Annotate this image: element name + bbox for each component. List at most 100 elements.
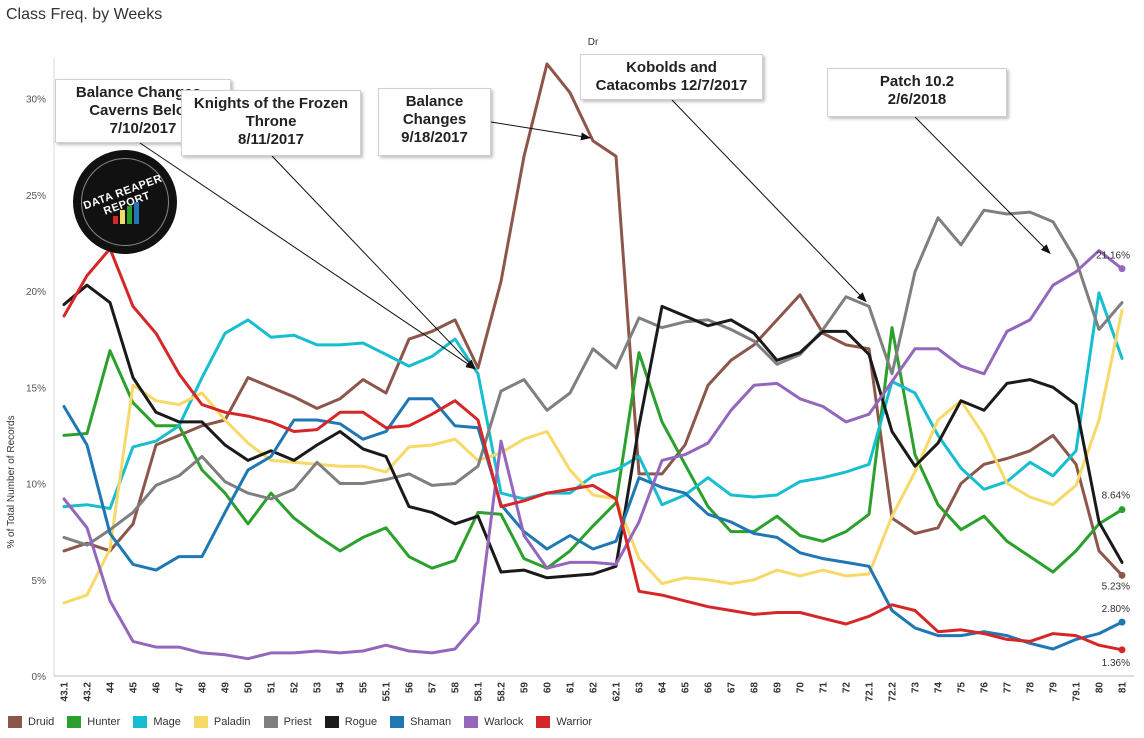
legend-swatch — [324, 716, 339, 728]
x-tick-label: 56 — [405, 682, 416, 694]
end-label-hunter: 8.64% — [1102, 491, 1130, 502]
end-label-druid: 5.23% — [1102, 581, 1130, 592]
legend-label: Mage — [153, 716, 181, 728]
x-tick-label: 57 — [428, 682, 439, 694]
x-tick-label: 79 — [1049, 682, 1060, 694]
x-tick-label: 54 — [336, 682, 347, 694]
x-tick-label: 50 — [244, 682, 255, 694]
data-reaper-logo: DATA REAPER REPORT — [73, 150, 177, 254]
legend-item-priest[interactable]: Priest — [263, 716, 312, 728]
chart-title: Class Freq. by Weeks — [6, 6, 163, 23]
series-line-warlock — [62, 249, 1124, 661]
legend-item-hunter[interactable]: Hunter — [67, 716, 120, 728]
x-tick-label: 65 — [681, 682, 692, 694]
legend-label: Druid — [28, 716, 55, 728]
end-labels: 21.16% 8.64% 5.23% 2.80% 1.36% — [1096, 251, 1130, 669]
x-tick-label: 62 — [589, 682, 600, 694]
annotation-patch-10-2: Patch 10.2 2/6/2018 — [827, 68, 1007, 117]
y-tick-label: 25% — [26, 191, 46, 202]
legend-swatch — [67, 716, 82, 728]
x-tick-label: 58 — [451, 682, 462, 694]
logo-bar-icon — [113, 202, 139, 224]
legend-label: Shaman — [410, 716, 452, 728]
y-tick-label: 20% — [26, 287, 46, 298]
series-line-warrior — [62, 247, 1124, 652]
annotation-arrow — [490, 121, 591, 141]
legend-item-druid[interactable]: Druid — [8, 716, 54, 728]
legend-item-paladin[interactable]: Paladin — [193, 716, 251, 728]
end-marker-druid — [1118, 571, 1126, 579]
x-tick-label: 46 — [152, 682, 163, 694]
x-tick-label: 48 — [198, 682, 209, 694]
annotation-arrows — [139, 99, 1051, 370]
legend-label: Rogue — [344, 716, 378, 728]
x-tick-label: 43.1 — [60, 682, 71, 702]
legend-label: Warlock — [484, 716, 524, 728]
series-layer — [62, 62, 1124, 661]
x-tick-label: 80 — [1095, 682, 1106, 694]
x-tick-label: 68 — [750, 682, 761, 694]
legend: Druid Hunter Mage Paladin Priest Rogue Shaman W… — [8, 712, 605, 732]
legend-item-warrior[interactable]: Warrior — [536, 716, 592, 728]
x-tick-label: 43.2 — [83, 682, 94, 702]
end-marker-warlock — [1118, 265, 1126, 273]
end-label-warlock: 21.16% — [1096, 251, 1130, 262]
x-tick-label: 81 — [1118, 682, 1129, 694]
x-tick-label: 73 — [911, 682, 922, 694]
series-line-hunter — [62, 326, 1124, 574]
series-line-paladin — [62, 308, 1124, 605]
y-tick-label: 30% — [26, 95, 46, 106]
line-chart: Dr % of Total Number of Records 0% 5% 10% 1… — [6, 37, 1134, 702]
x-tick-label: 69 — [773, 682, 784, 694]
legend-item-rogue[interactable]: Rogue — [324, 716, 378, 728]
y-ticks: 0% 5% 10% 15% 20% 25% 30% — [26, 95, 46, 684]
legend-swatch — [263, 716, 278, 728]
legend-swatch — [390, 716, 405, 728]
x-tick-label: 49 — [221, 682, 232, 694]
legend-label: Priest — [283, 716, 312, 728]
x-tick-label: 64 — [658, 682, 669, 694]
column-header: Dr — [588, 37, 599, 48]
legend-item-warlock[interactable]: Warlock — [464, 716, 523, 728]
x-tick-label: 78 — [1026, 682, 1037, 694]
end-label-warrior: 1.36% — [1102, 658, 1130, 669]
annotation-arrow — [271, 155, 476, 370]
x-tick-label: 53 — [313, 682, 324, 694]
x-tick-label: 51 — [267, 682, 278, 694]
legend-swatch — [193, 716, 208, 728]
x-tick-label: 44 — [106, 682, 117, 694]
end-marker-hunter — [1118, 506, 1126, 514]
x-tick-label: 74 — [934, 682, 945, 694]
series-line-mage — [62, 291, 1124, 510]
annotation-kobolds-catacombs: Kobolds and Catacombs 12/7/2017 — [580, 54, 763, 100]
annotation-knights-frozen-throne: Knights of the Frozen Throne 8/11/2017 — [181, 90, 361, 156]
x-tick-label: 52 — [290, 682, 301, 694]
x-tick-label: 55.1 — [382, 682, 393, 702]
legend-item-mage[interactable]: Mage — [133, 716, 181, 728]
legend-item-shaman[interactable]: Shaman — [390, 716, 451, 728]
x-tick-label: 59 — [520, 682, 531, 694]
end-marker-warrior — [1118, 646, 1126, 654]
x-tick-label: 61 — [566, 682, 577, 694]
x-tick-label: 72.1 — [865, 682, 876, 702]
legend-label: Hunter — [87, 716, 121, 728]
y-tick-label: 0% — [32, 672, 47, 683]
x-tick-label: 45 — [129, 682, 140, 694]
annotation-balance-changes-sept: Balance Changes 9/18/2017 — [378, 88, 491, 156]
legend-swatch — [464, 716, 479, 728]
x-tick-label: 72 — [842, 682, 853, 694]
y-tick-label: 5% — [32, 576, 47, 587]
legend-label: Warrior — [556, 716, 593, 728]
y-axis-label: % of Total Number of Records — [6, 415, 17, 548]
legend-swatch — [133, 716, 148, 728]
x-tick-label: 76 — [980, 682, 991, 694]
y-tick-label: 15% — [26, 383, 46, 394]
x-tick-label: 60 — [543, 682, 554, 694]
legend-label: Paladin — [213, 716, 251, 728]
x-tick-label: 72.2 — [888, 682, 899, 702]
series-line-shaman — [62, 397, 1124, 651]
end-marker-shaman — [1118, 618, 1126, 626]
annotation-arrow — [139, 142, 476, 370]
end-label-shaman: 2.80% — [1102, 604, 1130, 615]
x-ticks: 43.1 43.2 44 45 46 47 48 49 50 51 52 53 54 55 55.1 56 57… — [60, 682, 1129, 702]
